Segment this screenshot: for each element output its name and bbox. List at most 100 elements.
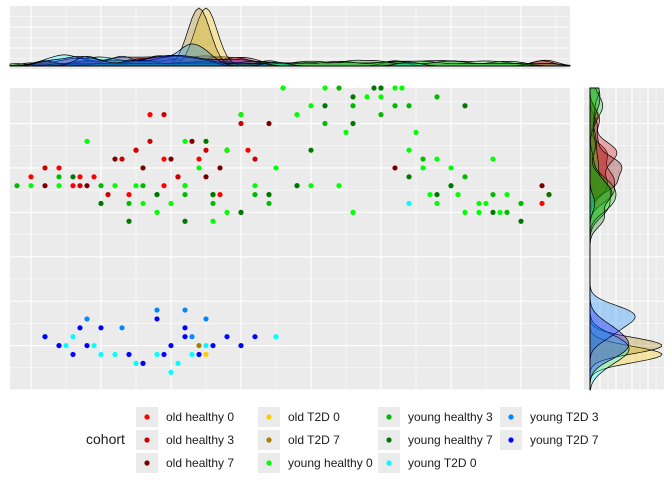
point-young-t2d-7 — [70, 351, 76, 358]
legend-item: young T2D 3 — [500, 407, 599, 427]
point-old-t2d-0 — [203, 351, 209, 358]
point-young-t2d-7 — [196, 351, 202, 358]
point-young-t2d-0 — [112, 351, 118, 358]
point-old-healthy-3 — [133, 147, 139, 153]
point-young-t2d-7 — [126, 351, 132, 358]
point-young-healthy-0 — [350, 209, 356, 215]
point-young-healthy-7 — [126, 218, 132, 224]
point-old-t2d-7 — [196, 342, 202, 349]
point-young-healthy-3 — [322, 120, 328, 127]
point-old-healthy-0 — [77, 174, 83, 180]
point-young-t2d-7 — [210, 342, 216, 349]
point-young-t2d-7 — [224, 334, 230, 340]
point-young-t2d-3 — [189, 334, 195, 340]
point-old-healthy-3 — [238, 120, 244, 127]
legend-label: young healthy 0 — [288, 456, 373, 470]
point-young-t2d-0 — [203, 342, 209, 349]
point-young-healthy-3 — [350, 103, 356, 109]
point-young-t2d-0 — [133, 360, 139, 366]
legend-key-point — [386, 460, 392, 466]
point-young-healthy-7 — [462, 103, 468, 109]
point-young-healthy-7 — [518, 218, 524, 224]
point-young-t2d-7 — [77, 325, 83, 331]
point-young-t2d-3 — [182, 307, 188, 313]
point-young-healthy-3 — [210, 200, 216, 207]
point-old-healthy-0 — [161, 156, 167, 162]
point-young-healthy-3 — [392, 103, 398, 109]
point-young-healthy-7 — [546, 191, 552, 198]
point-young-healthy-0 — [133, 183, 139, 189]
point-young-healthy-3 — [504, 209, 510, 215]
top-marginal-density-panel — [9, 6, 571, 69]
point-young-healthy-7 — [182, 218, 188, 224]
point-young-healthy-0 — [182, 138, 188, 144]
point-young-t2d-3 — [84, 316, 90, 322]
legend-title: cohort — [86, 431, 125, 447]
point-young-t2d-0 — [406, 200, 412, 207]
point-young-healthy-7 — [406, 174, 412, 180]
legend-label: old healthy 3 — [166, 433, 234, 447]
legend-key-point — [386, 437, 392, 443]
legend-label: old T2D 7 — [288, 433, 340, 447]
point-young-healthy-0 — [413, 129, 419, 136]
point-young-healthy-0 — [84, 138, 90, 144]
data-points — [14, 85, 552, 375]
point-old-healthy-0 — [245, 147, 251, 153]
point-young-healthy-0 — [399, 85, 405, 91]
point-young-healthy-0 — [224, 147, 230, 153]
point-young-t2d-0 — [70, 334, 76, 340]
point-young-healthy-0 — [182, 183, 188, 189]
point-young-healthy-0 — [434, 200, 440, 207]
point-young-t2d-7 — [182, 334, 188, 340]
point-young-healthy-3 — [420, 156, 426, 162]
legend-item: young healthy 0 — [258, 453, 373, 473]
point-young-healthy-3 — [140, 183, 146, 189]
point-old-healthy-3 — [42, 165, 48, 171]
right-density-young-t2d-7 — [589, 88, 630, 390]
point-old-healthy-3 — [161, 112, 167, 118]
point-young-healthy-7 — [70, 174, 76, 180]
legend-label: young healthy 7 — [408, 433, 493, 447]
point-young-t2d-0 — [168, 369, 174, 375]
point-young-t2d-0 — [189, 351, 195, 358]
point-old-healthy-0 — [126, 191, 132, 198]
point-young-t2d-7 — [56, 342, 62, 349]
point-young-t2d-3 — [154, 307, 160, 313]
point-young-healthy-3 — [14, 183, 20, 189]
point-old-healthy-0 — [217, 191, 223, 198]
legend-key-point — [144, 460, 150, 466]
point-young-healthy-0 — [476, 209, 482, 215]
point-old-healthy-3 — [147, 138, 153, 144]
legend-key-point — [508, 437, 514, 443]
point-old-healthy-0 — [539, 200, 545, 207]
right-marginal-density-panel — [584, 87, 664, 391]
point-young-healthy-7 — [308, 147, 314, 153]
point-young-healthy-3 — [490, 191, 496, 198]
point-old-healthy-7 — [189, 138, 195, 144]
point-young-healthy-3 — [182, 191, 188, 198]
legend-key-point — [508, 414, 514, 420]
point-young-healthy-0 — [448, 165, 454, 171]
point-young-healthy-3 — [462, 174, 468, 180]
point-young-healthy-0 — [455, 191, 461, 198]
point-old-healthy-7 — [266, 120, 272, 127]
point-young-healthy-0 — [280, 85, 286, 91]
legend-item: old T2D 7 — [258, 430, 340, 450]
point-young-healthy-0 — [483, 200, 489, 207]
point-young-t2d-7 — [161, 351, 167, 358]
legend-label: old healthy 0 — [166, 410, 234, 424]
point-young-healthy-0 — [343, 129, 349, 136]
legend-key-point — [266, 460, 272, 466]
legend-key-point — [386, 414, 392, 420]
point-young-t2d-0 — [273, 334, 279, 340]
point-old-healthy-3 — [105, 191, 111, 198]
point-young-healthy-0 — [294, 112, 300, 118]
point-young-healthy-7 — [350, 120, 356, 127]
legend-item: old healthy 0 — [136, 407, 234, 427]
point-young-t2d-0 — [63, 342, 69, 349]
point-young-healthy-7 — [371, 85, 377, 91]
grid-lines — [10, 88, 570, 391]
point-young-healthy-7 — [266, 191, 272, 198]
point-young-t2d-7 — [140, 360, 146, 366]
legend-label: young T2D 0 — [408, 456, 477, 470]
